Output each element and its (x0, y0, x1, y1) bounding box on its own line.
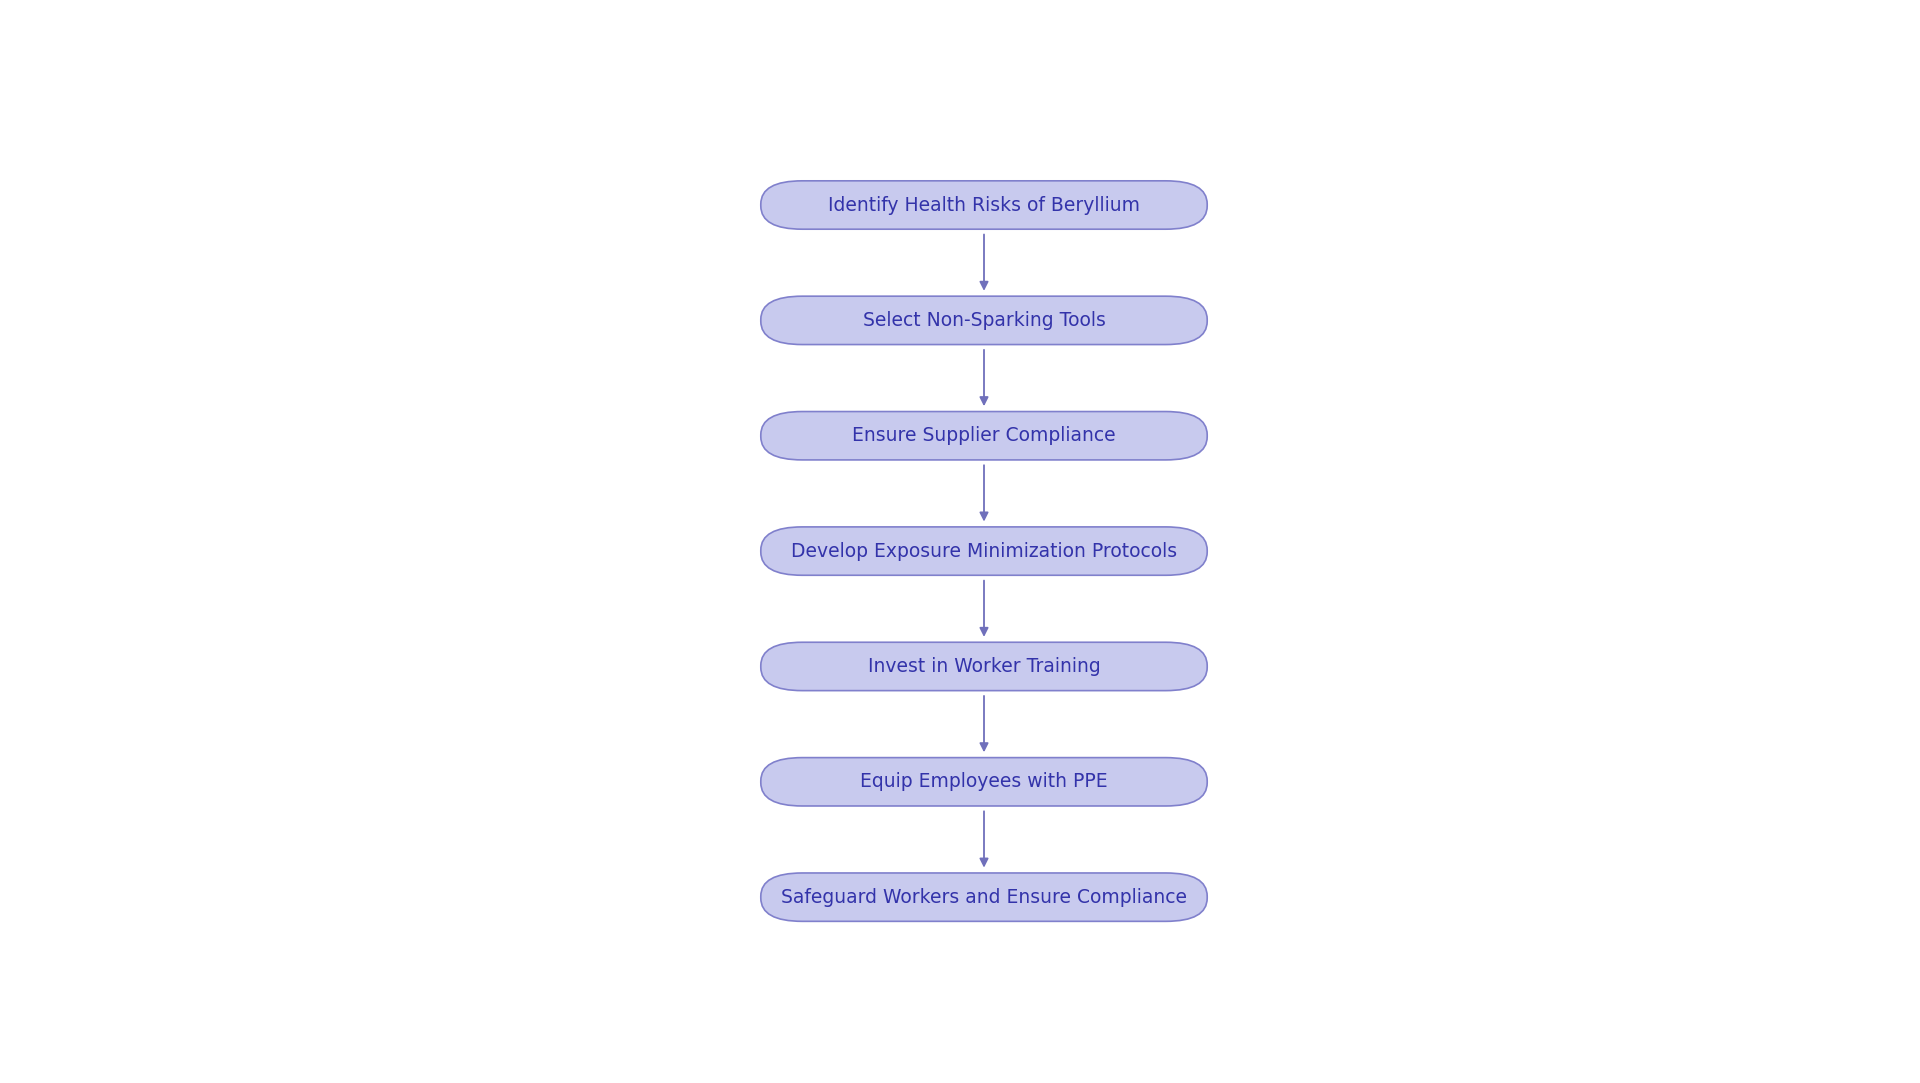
FancyBboxPatch shape (760, 412, 1208, 460)
FancyBboxPatch shape (760, 873, 1208, 922)
FancyBboxPatch shape (760, 642, 1208, 691)
Text: Safeguard Workers and Ensure Compliance: Safeguard Workers and Ensure Compliance (781, 888, 1187, 906)
Text: Select Non-Sparking Tools: Select Non-Sparking Tools (862, 311, 1106, 330)
FancyBboxPatch shape (760, 181, 1208, 230)
Text: Develop Exposure Minimization Protocols: Develop Exposure Minimization Protocols (791, 542, 1177, 561)
Text: Invest in Worker Training: Invest in Worker Training (868, 657, 1100, 676)
FancyBboxPatch shape (760, 758, 1208, 806)
FancyBboxPatch shape (760, 527, 1208, 575)
Text: Identify Health Risks of Beryllium: Identify Health Risks of Beryllium (828, 196, 1140, 214)
Text: Equip Employees with PPE: Equip Employees with PPE (860, 772, 1108, 792)
FancyBboxPatch shape (760, 296, 1208, 344)
Text: Ensure Supplier Compliance: Ensure Supplier Compliance (852, 427, 1116, 445)
